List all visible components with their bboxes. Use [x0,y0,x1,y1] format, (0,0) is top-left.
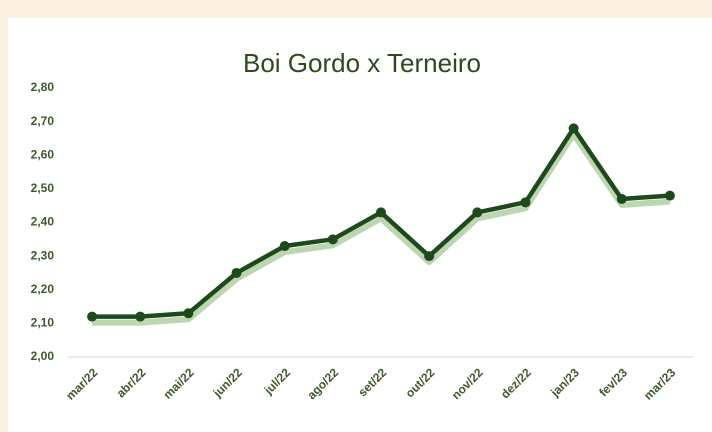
y-tick-label: 2,50 [31,181,55,195]
marker [231,267,242,278]
marker [279,241,290,252]
marker [664,190,675,201]
marker [327,234,338,245]
marker [183,308,194,319]
y-tick-label: 2,80 [31,80,55,94]
marker [135,311,146,322]
y-tick-label: 2,30 [31,248,55,262]
marker [424,251,435,262]
y-tick-label: 2,20 [31,282,55,296]
marker [616,193,627,204]
y-tick-label: 2,60 [31,147,55,161]
y-tick-label: 2,40 [31,215,55,229]
marker [568,123,579,134]
marker [472,207,483,218]
y-tick-label: 2,00 [31,349,55,363]
y-tick-label: 2,70 [31,114,55,128]
marker [376,207,386,218]
marker [520,197,531,208]
marker [87,311,98,322]
line-shadow [92,131,671,326]
y-tick-label: 2,10 [31,316,55,330]
chart-title: Boi Gordo x Terneiro [243,48,481,78]
